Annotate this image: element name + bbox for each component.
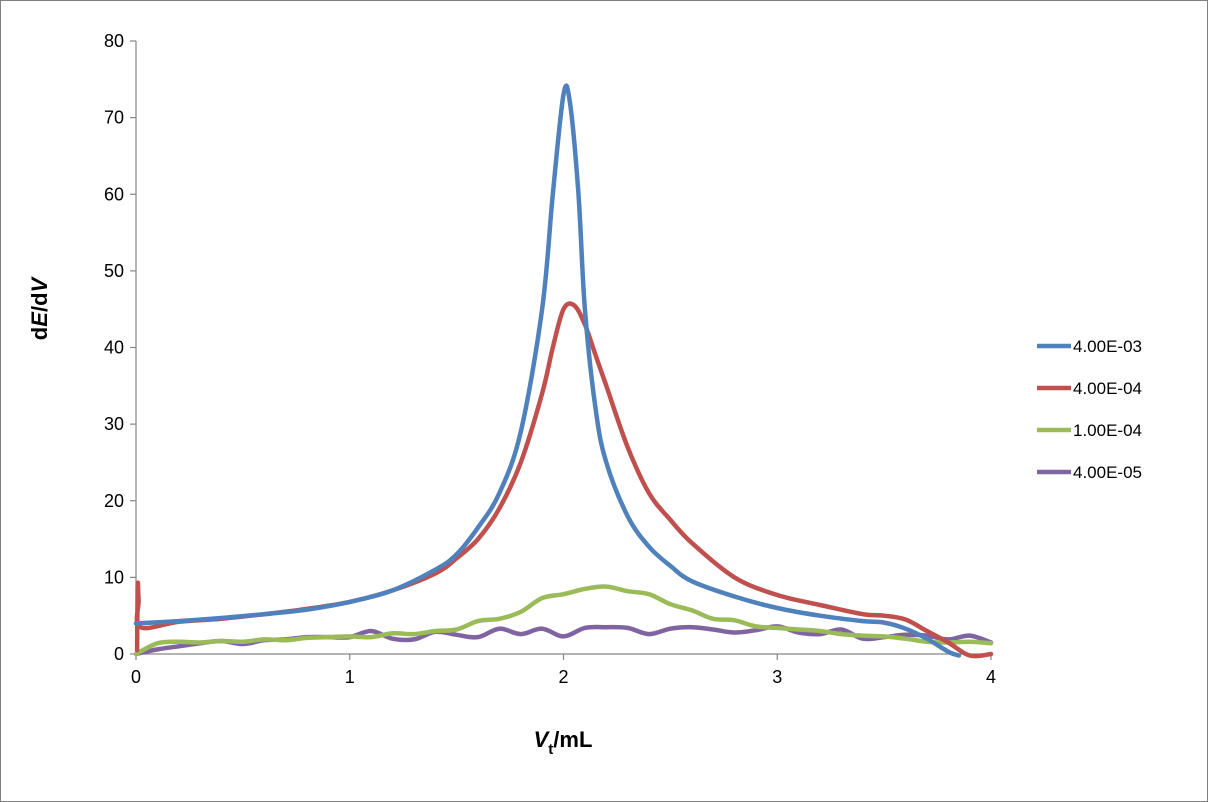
series-line-3	[133, 584, 994, 657]
x-tick-label: 4	[986, 667, 996, 687]
legend-label: 4.00E-04	[1073, 379, 1142, 398]
x-tick-label: 2	[558, 667, 568, 687]
series-line-1	[133, 83, 962, 658]
legend-entry: 4.00E-03	[1037, 337, 1142, 356]
legend-label: 4.00E-03	[1073, 337, 1142, 356]
x-tick-label: 1	[345, 667, 355, 687]
axes	[135, 41, 991, 655]
y-tick-label: 10	[104, 567, 124, 587]
legend-entry: 1.00E-04	[1037, 421, 1142, 440]
legend: 4.00E-03 4.00E-04 1.00E-04 4.00E-05	[1037, 337, 1142, 482]
x-tick-label: 3	[772, 667, 782, 687]
legend-label: 4.00E-05	[1073, 463, 1142, 482]
x-axis-title: Vt/mL	[534, 727, 593, 758]
y-tick-label: 40	[104, 338, 124, 358]
legend-entry: 4.00E-04	[1037, 379, 1142, 398]
y-tick-label: 50	[104, 261, 124, 281]
legend-label: 1.00E-04	[1073, 421, 1142, 440]
y-tick-label: 70	[104, 108, 124, 128]
y-tick-label: 30	[104, 414, 124, 434]
y-tick-label: 0	[114, 644, 124, 664]
x-tick-label: 0	[131, 667, 141, 687]
series-lines	[133, 83, 994, 659]
ticks: 0 10 20 30 40 50 60 70 80 0 1 2 3 4	[104, 31, 996, 687]
legend-entry: 4.00E-05	[1037, 463, 1142, 482]
y-tick-label: 60	[104, 184, 124, 204]
y-tick-label: 20	[104, 491, 124, 511]
y-tick-label: 80	[104, 31, 124, 51]
y-axis-title: dE/dV	[27, 275, 52, 340]
series-line-2	[134, 301, 994, 659]
